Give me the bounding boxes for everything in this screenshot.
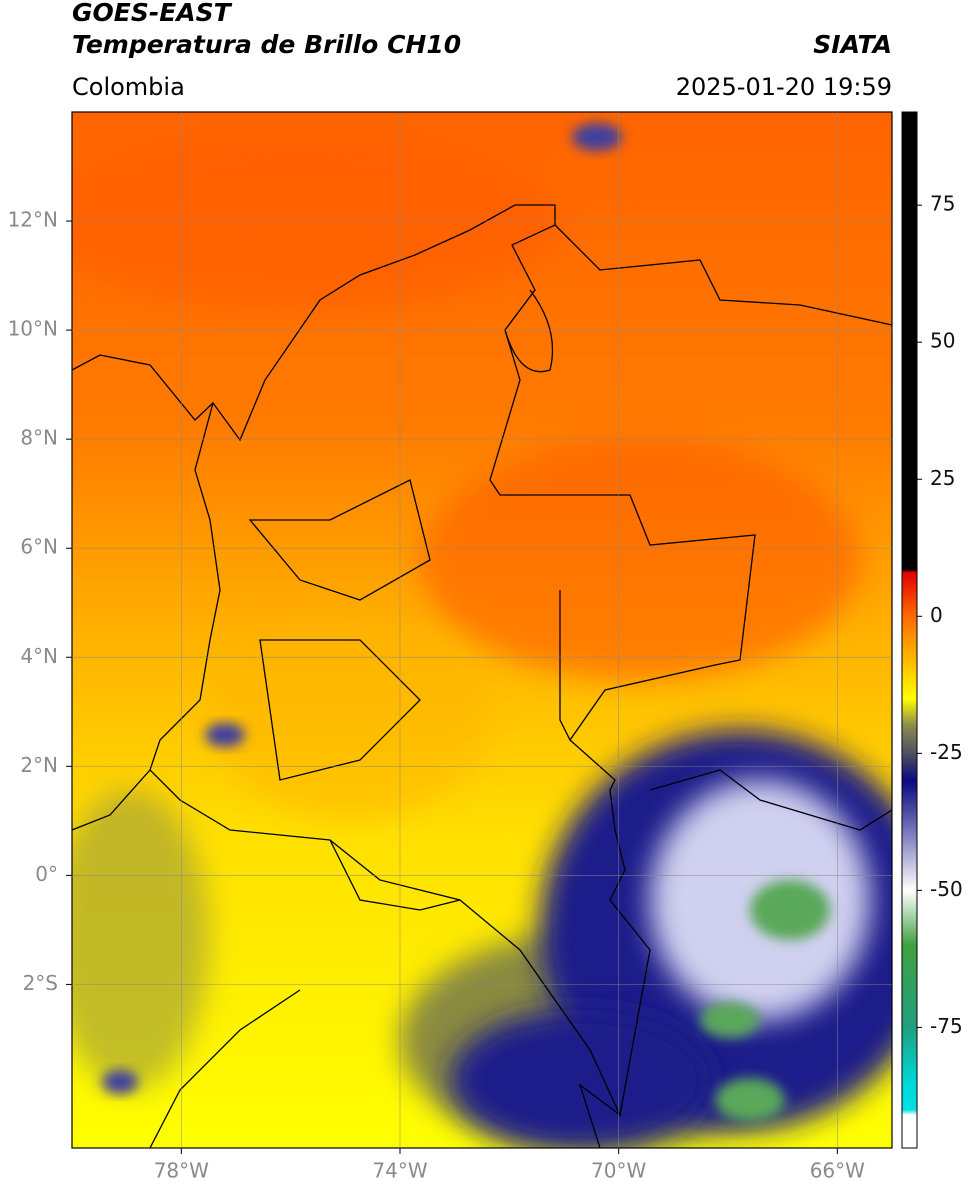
colorbar-tick-label: 25 bbox=[930, 466, 955, 490]
lat-tick-label: 6°N bbox=[20, 535, 58, 559]
map-frame bbox=[71, 111, 893, 1149]
lat-tick-label: 2°N bbox=[20, 753, 58, 777]
source: SIATA bbox=[813, 30, 892, 59]
satellite-image bbox=[72, 112, 892, 1148]
region: Colombia bbox=[72, 73, 185, 101]
colorbar-tick-label: -75 bbox=[930, 1014, 963, 1038]
timestamp: 2025-01-20 19:59 bbox=[676, 73, 892, 101]
colorbar-tick-label: 75 bbox=[930, 192, 955, 216]
colorbar-tick-label: 50 bbox=[930, 329, 955, 353]
title: GOES-EAST bbox=[72, 0, 233, 27]
lat-tick-label: 10°N bbox=[8, 317, 58, 341]
lon-tick-label: 70°W bbox=[591, 1159, 646, 1183]
lat-tick-label: 2°S bbox=[23, 971, 58, 995]
colorbar-tick-label: 0 bbox=[930, 603, 943, 627]
lat-tick-label: 0° bbox=[35, 862, 58, 886]
lat-tick-label: 8°N bbox=[20, 426, 58, 450]
lat-tick-label: 4°N bbox=[20, 644, 58, 668]
lon-tick-label: 66°W bbox=[810, 1159, 865, 1183]
subtitle: Temperatura de Brillo CH10 bbox=[72, 30, 461, 59]
colorbar bbox=[901, 111, 918, 1149]
colorbar-tick-label: -25 bbox=[930, 740, 963, 764]
lon-tick-label: 78°W bbox=[154, 1159, 209, 1183]
lon-tick-label: 74°W bbox=[372, 1159, 427, 1183]
lat-tick-label: 12°N bbox=[8, 208, 58, 232]
colorbar-tick-label: -50 bbox=[930, 877, 963, 901]
